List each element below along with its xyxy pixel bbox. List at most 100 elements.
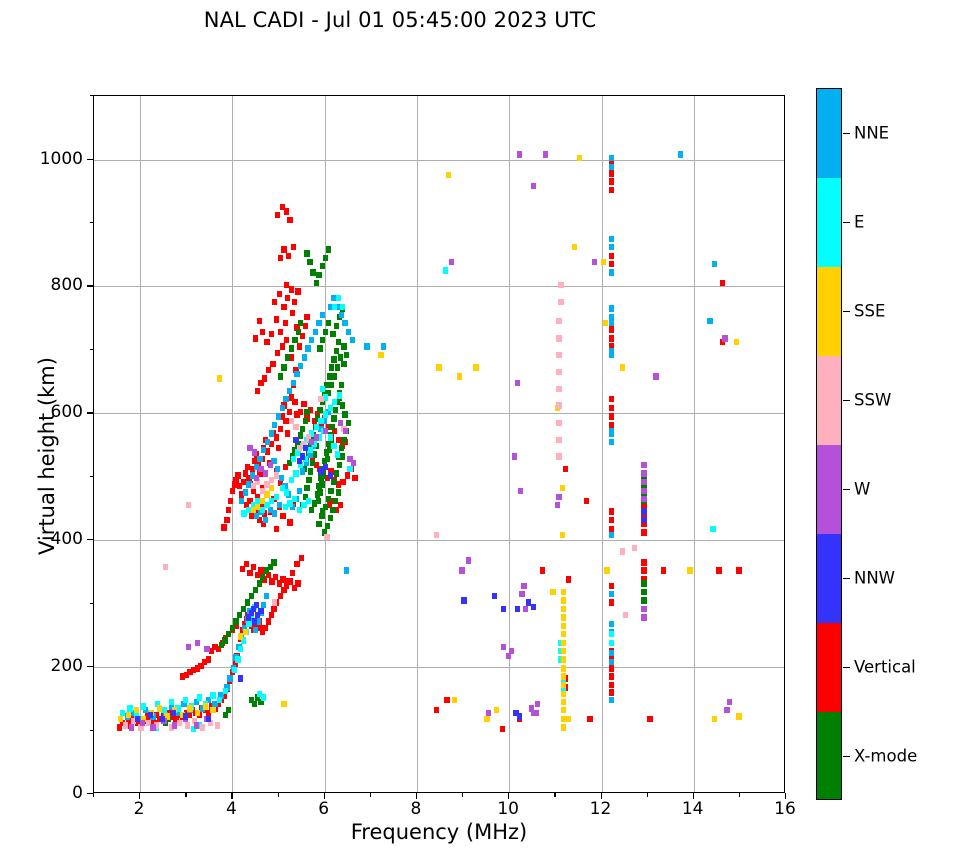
scatter-point (202, 658, 208, 666)
scatter-point (264, 339, 270, 346)
scatter-point (222, 711, 229, 718)
scatter-point (501, 643, 507, 650)
scatter-point (212, 643, 218, 650)
scatter-point (250, 465, 256, 473)
scatter-point (310, 269, 316, 276)
scatter-point (322, 328, 329, 336)
x-tick-label: 6 (318, 799, 330, 819)
scatter-point (246, 481, 252, 488)
colorbar-label-w: W (854, 479, 871, 498)
scatter-point (301, 502, 307, 509)
scatter-point (294, 324, 300, 331)
scatter-point (550, 589, 556, 596)
scatter-point (260, 629, 266, 636)
scatter-point (298, 554, 305, 562)
scatter-point (139, 719, 146, 727)
scatter-point (608, 531, 615, 539)
scatter-point (271, 605, 277, 612)
scatter-point (280, 576, 286, 583)
scatter-point (250, 605, 256, 612)
scatter-point (587, 715, 593, 723)
scatter-point (576, 155, 582, 162)
scatter-point (641, 576, 647, 583)
scatter-point (341, 343, 347, 350)
scatter-point (258, 624, 264, 631)
scatter-point (619, 548, 625, 555)
scatter-point (175, 709, 181, 716)
scatter-point (328, 364, 335, 371)
scatter-point (204, 646, 210, 653)
scatter-point (267, 563, 273, 570)
scatter-point (287, 216, 293, 223)
scatter-point (161, 707, 167, 714)
scatter-point (240, 478, 247, 485)
scatter-point (608, 620, 615, 628)
scatter-point (275, 445, 282, 452)
scatter-point (327, 405, 333, 412)
scatter-point (707, 318, 713, 325)
y-tick-major (87, 793, 93, 795)
scatter-point (241, 510, 247, 517)
scatter-point (264, 502, 270, 509)
scatter-point (250, 483, 256, 490)
scatter-point (560, 639, 567, 647)
scatter-point (226, 630, 232, 638)
scatter-point (258, 502, 264, 509)
scatter-point (641, 495, 647, 503)
y-tick-minor (89, 221, 93, 224)
scatter-point (309, 506, 315, 513)
scatter-point (168, 724, 175, 731)
scatter-point (284, 582, 290, 590)
scatter-point (608, 235, 615, 242)
scatter-point (452, 696, 458, 704)
colorbar-tick (843, 488, 850, 490)
scatter-point (316, 271, 322, 279)
scatter-point (724, 707, 730, 714)
scatter-point (221, 524, 227, 531)
scatter-point (326, 446, 332, 454)
colorbar-tick (843, 577, 850, 579)
scatter-point (147, 711, 153, 718)
scatter-point (608, 508, 615, 515)
scatter-point (560, 630, 567, 638)
scatter-point (562, 465, 569, 473)
scatter-point (282, 464, 289, 471)
scatter-point (281, 700, 287, 708)
scatter-point (288, 286, 295, 293)
scatter-point (284, 489, 290, 496)
scatter-point (279, 405, 285, 412)
scatter-point (556, 368, 562, 376)
scatter-point (324, 381, 330, 388)
scatter-point (641, 504, 647, 511)
scatter-point (125, 711, 132, 718)
scatter-point (199, 724, 206, 731)
scatter-point (250, 506, 256, 513)
scatter-point (130, 717, 136, 725)
scatter-point (539, 567, 546, 574)
scatter-point (292, 337, 298, 344)
scatter-point (282, 504, 289, 511)
scatter-point (444, 696, 450, 704)
scatter-point (253, 474, 260, 482)
scatter-point (256, 516, 262, 524)
scatter-point (205, 709, 212, 716)
scatter-point (316, 319, 322, 327)
scatter-point (327, 434, 333, 441)
scatter-point (653, 373, 659, 380)
scatter-point (608, 252, 615, 260)
scatter-point (641, 559, 647, 566)
scatter-point (558, 639, 564, 647)
scatter-point (283, 417, 289, 425)
scatter-point (601, 259, 607, 266)
scatter-point (238, 675, 244, 682)
colorbar-segment-vertical (817, 623, 841, 712)
scatter-point (278, 474, 284, 482)
colorbar-label-nne: NNE (854, 123, 890, 142)
colorbar-tick (843, 666, 850, 668)
scatter-point (214, 722, 221, 729)
scatter-point (168, 703, 175, 710)
scatter-point (324, 455, 331, 463)
scatter-point (246, 474, 252, 482)
scatter-point (229, 487, 236, 494)
scatter-point (608, 639, 615, 647)
